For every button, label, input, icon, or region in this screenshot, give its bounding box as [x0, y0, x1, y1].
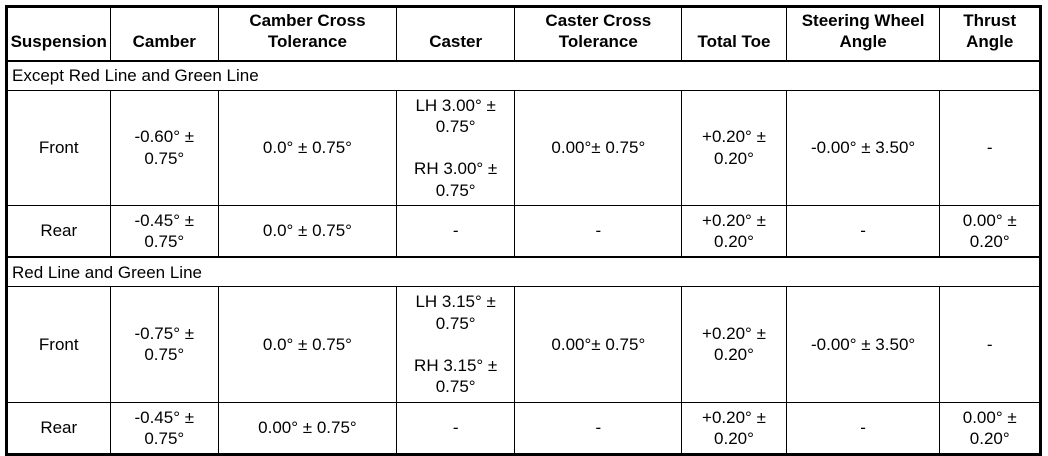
alignment-spec-table: Suspension Camber Camber Cross Tolerance Ca…: [5, 5, 1042, 456]
column-header-total-toe: Total Toe: [681, 6, 787, 62]
cell-camber: -0.60° ± 0.75°: [109, 89, 220, 206]
column-header-suspension: Suspension: [6, 6, 111, 62]
cell-total-toe: +0.20° ± 0.20°: [681, 286, 787, 403]
cell-caster: -: [395, 401, 516, 455]
section-row-except-red-line-and-green-line: Except Red Line and Green Line: [6, 59, 1041, 91]
cell-caster: LH 3.15° ± 0.75° RH 3.15° ± 0.75°: [395, 286, 516, 403]
column-header-camber-cross-tolerance: Camber Cross Tolerance: [218, 6, 397, 62]
cell-thrust-angle: -: [939, 89, 1041, 206]
table-row-except-red-line-and-green-line-front: Front -0.60° ± 0.75° 0.0° ± 0.75° LH 3.00° …: [6, 89, 1041, 206]
cell-camber-cross-tolerance: 0.00° ± 0.75°: [218, 401, 397, 455]
cell-camber-cross-tolerance: 0.0° ± 0.75°: [218, 204, 397, 258]
cell-caster: LH 3.00° ± 0.75° RH 3.00° ± 0.75°: [395, 89, 516, 206]
column-header-thrust-angle: Thrust Angle: [939, 6, 1041, 62]
cell-thrust-angle: 0.00° ± 0.20°: [939, 204, 1041, 258]
row-label: Rear: [6, 204, 111, 258]
cell-caster: -: [395, 204, 516, 258]
table-header-row: Suspension Camber Camber Cross Tolerance Ca…: [6, 6, 1041, 62]
cell-steering-wheel-angle: -0.00° ± 3.50°: [785, 89, 941, 206]
cell-total-toe: +0.20° ± 0.20°: [681, 204, 787, 258]
cell-camber: -0.45° ± 0.75°: [109, 401, 220, 455]
section-title: Except Red Line and Green Line: [6, 59, 1041, 91]
column-header-caster-cross-tolerance: Caster Cross Tolerance: [514, 6, 683, 62]
table-row-red-line-and-green-line-front: Front -0.75° ± 0.75° 0.0° ± 0.75° LH 3.15° …: [6, 286, 1041, 403]
cell-camber: -0.75° ± 0.75°: [109, 286, 220, 403]
section-title: Red Line and Green Line: [6, 256, 1041, 288]
cell-caster-cross-tolerance: 0.00°± 0.75°: [514, 286, 683, 403]
column-header-caster: Caster: [395, 6, 516, 62]
row-label: Rear: [6, 401, 111, 455]
cell-total-toe: +0.20° ± 0.20°: [681, 401, 787, 455]
cell-camber-cross-tolerance: 0.0° ± 0.75°: [218, 89, 397, 206]
cell-caster-cross-tolerance: -: [514, 401, 683, 455]
column-header-camber: Camber: [109, 6, 220, 62]
column-header-steering-wheel-angle: Steering Wheel Angle: [785, 6, 941, 62]
cell-caster-cross-tolerance: -: [514, 204, 683, 258]
cell-caster-cross-tolerance: 0.00°± 0.75°: [514, 89, 683, 206]
cell-thrust-angle: 0.00° ± 0.20°: [939, 401, 1041, 455]
row-label: Front: [6, 286, 111, 403]
table-row-except-red-line-and-green-line-rear: Rear -0.45° ± 0.75° 0.0° ± 0.75° - - +0.20° ±…: [6, 204, 1041, 258]
table-row-red-line-and-green-line-rear: Rear -0.45° ± 0.75° 0.00° ± 0.75° - - +0.20° …: [6, 401, 1041, 455]
cell-steering-wheel-angle: -: [785, 401, 941, 455]
cell-steering-wheel-angle: -0.00° ± 3.50°: [785, 286, 941, 403]
section-row-red-line-and-green-line: Red Line and Green Line: [6, 256, 1041, 288]
alignment-spec-page: Suspension Camber Camber Cross Tolerance Ca…: [5, 5, 1042, 456]
cell-steering-wheel-angle: -: [785, 204, 941, 258]
cell-thrust-angle: -: [939, 286, 1041, 403]
cell-total-toe: +0.20° ± 0.20°: [681, 89, 787, 206]
row-label: Front: [6, 89, 111, 206]
cell-camber-cross-tolerance: 0.0° ± 0.75°: [218, 286, 397, 403]
cell-camber: -0.45° ± 0.75°: [109, 204, 220, 258]
